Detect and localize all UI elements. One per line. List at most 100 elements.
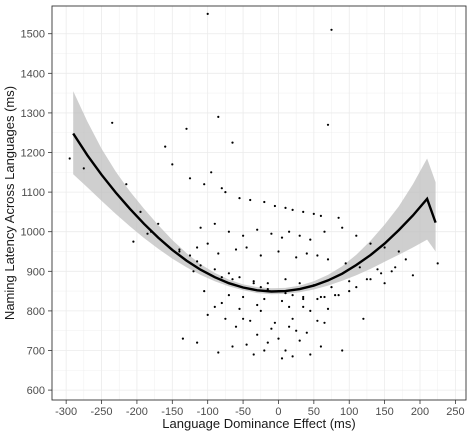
data-point [337, 294, 340, 297]
data-point [362, 317, 365, 320]
y-tick-label: 1300 [21, 108, 45, 120]
y-tick-label: 800 [27, 306, 45, 318]
data-point [199, 264, 202, 267]
x-tick-label: 100 [340, 406, 358, 418]
data-point [280, 236, 284, 239]
data-point [305, 331, 308, 334]
data-point [196, 341, 199, 344]
data-point [231, 141, 234, 144]
data-point [319, 345, 322, 348]
data-point [203, 183, 206, 186]
data-point [217, 252, 220, 255]
data-point [266, 341, 269, 344]
data-point [312, 212, 315, 215]
data-point [376, 268, 379, 271]
data-point [404, 258, 407, 261]
data-point [227, 272, 230, 275]
grid-layer [52, 6, 466, 400]
y-tick-label: 900 [27, 266, 45, 278]
data-point [358, 266, 361, 269]
data-point [319, 295, 322, 299]
data-point [277, 337, 280, 340]
data-point [220, 301, 223, 305]
x-tick-label: 150 [375, 406, 393, 418]
data-point [256, 228, 259, 231]
data-point [213, 305, 216, 308]
data-point [181, 337, 184, 340]
panel-border [51, 5, 467, 401]
data-point [178, 248, 181, 251]
axis-ticks: -300 -250 -200 -150 -100 -50 0 50 100 150 200 250 60… [21, 29, 465, 418]
fit-line [72, 132, 437, 293]
data-point [242, 317, 245, 320]
data-point [245, 343, 248, 346]
data-point [234, 248, 238, 251]
data-point [259, 309, 262, 312]
data-point [196, 260, 199, 263]
data-point [256, 333, 259, 336]
y-axis-title: Naming Latency Across Languages (ms) [2, 86, 17, 320]
data-point [188, 254, 192, 257]
data-point [365, 278, 368, 281]
y-tick-label: 1500 [21, 29, 45, 41]
data-point [238, 197, 241, 200]
data-point [316, 254, 319, 257]
data-point [213, 268, 216, 271]
data-point [234, 325, 238, 328]
data-point [263, 349, 266, 352]
data-point [249, 319, 252, 322]
data-point [355, 286, 358, 289]
data-point [252, 282, 255, 285]
data-point [380, 272, 383, 275]
data-point [217, 115, 220, 118]
data-point [146, 232, 149, 235]
data-point [323, 321, 326, 324]
data-point [231, 278, 234, 281]
data-point [348, 290, 351, 293]
x-tick-label: -250 [91, 406, 113, 418]
x-axis-title: Language Dominance Effect (ms) [162, 416, 355, 431]
data-point [252, 280, 255, 283]
data-point [280, 299, 284, 303]
data-point [217, 351, 220, 354]
y-tick-label: 1400 [21, 68, 45, 80]
fit-line-layer [72, 132, 437, 293]
data-point [270, 232, 273, 235]
data-point [206, 12, 209, 15]
data-point [273, 321, 276, 324]
x-tick-label: 0 [275, 406, 281, 418]
data-point [203, 290, 206, 293]
data-point [284, 349, 287, 352]
data-point [291, 208, 294, 211]
data-point [323, 295, 326, 299]
data-point [288, 230, 291, 233]
data-point [238, 276, 241, 279]
data-point [326, 123, 330, 126]
data-point [227, 230, 230, 233]
data-point [125, 183, 128, 186]
data-point [295, 329, 298, 332]
y-tick-label: 1200 [21, 148, 45, 160]
data-point [132, 240, 135, 243]
data-point [326, 258, 330, 261]
data-point [273, 204, 276, 208]
data-point [309, 353, 312, 356]
data-point [298, 282, 301, 285]
data-point [330, 286, 333, 289]
data-point [284, 292, 287, 295]
data-point [164, 145, 167, 148]
data-point [302, 295, 305, 299]
data-point [397, 250, 400, 253]
data-point [206, 242, 209, 245]
data-point [245, 246, 248, 249]
data-point [309, 238, 312, 241]
data-point [231, 345, 234, 348]
x-tick-label: -100 [197, 406, 219, 418]
data-point [249, 198, 252, 202]
data-point [383, 246, 386, 249]
data-point [298, 339, 301, 342]
data-point [319, 214, 322, 217]
data-point [298, 234, 301, 237]
data-point [280, 357, 284, 360]
